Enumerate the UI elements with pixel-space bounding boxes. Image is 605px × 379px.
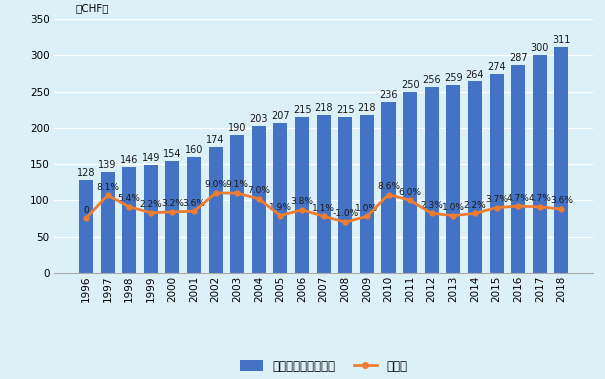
Bar <box>382 102 396 273</box>
Bar <box>252 125 266 273</box>
Bar <box>425 87 439 273</box>
Bar <box>122 167 136 273</box>
Text: 7.0%: 7.0% <box>247 186 270 195</box>
Bar <box>273 123 287 273</box>
Bar <box>165 161 180 273</box>
Bar <box>338 117 352 273</box>
Text: 3.6%: 3.6% <box>183 199 206 208</box>
Bar <box>403 91 417 273</box>
Text: 203: 203 <box>250 114 268 124</box>
Text: 4.7%: 4.7% <box>507 194 529 202</box>
Text: 8.1%: 8.1% <box>96 183 119 192</box>
Text: 1.0%: 1.0% <box>355 204 378 213</box>
Text: 3.8%: 3.8% <box>290 197 313 206</box>
Bar <box>489 74 503 273</box>
Text: 274: 274 <box>487 62 506 72</box>
Bar <box>511 65 525 273</box>
Text: 6.0%: 6.0% <box>399 188 422 197</box>
Text: 250: 250 <box>401 80 419 90</box>
Text: 1.1%: 1.1% <box>312 204 335 213</box>
Bar <box>187 157 201 273</box>
Bar <box>316 115 331 273</box>
Text: 300: 300 <box>531 44 549 53</box>
Text: 256: 256 <box>422 75 441 85</box>
Bar <box>533 55 547 273</box>
Text: 218: 218 <box>358 103 376 113</box>
Text: 190: 190 <box>228 123 246 133</box>
Text: 5.4%: 5.4% <box>118 194 140 203</box>
Text: 207: 207 <box>271 111 290 121</box>
Text: 160: 160 <box>185 145 203 155</box>
Text: 146: 146 <box>120 155 139 165</box>
Legend: 平均月額健康保険料, 増加率: 平均月額健康保険料, 増加率 <box>235 355 412 377</box>
Text: 9.0%: 9.0% <box>204 180 227 190</box>
Text: 3.7%: 3.7% <box>485 195 508 204</box>
Text: 149: 149 <box>142 153 160 163</box>
Text: 3.2%: 3.2% <box>161 199 184 208</box>
Text: 154: 154 <box>163 149 182 159</box>
Text: 236: 236 <box>379 90 397 100</box>
Bar <box>231 135 244 273</box>
Text: 311: 311 <box>552 35 571 45</box>
Text: 2.3%: 2.3% <box>420 201 443 210</box>
Text: 2.2%: 2.2% <box>463 201 486 210</box>
Text: 4.7%: 4.7% <box>528 194 551 203</box>
Text: 264: 264 <box>466 69 484 80</box>
Bar <box>554 47 569 273</box>
Text: 287: 287 <box>509 53 528 63</box>
Text: 218: 218 <box>315 103 333 113</box>
Text: 174: 174 <box>206 135 225 145</box>
Text: 0: 0 <box>83 206 89 215</box>
Bar <box>295 117 309 273</box>
Text: 8.6%: 8.6% <box>377 182 400 191</box>
Text: 259: 259 <box>444 73 463 83</box>
Bar <box>79 180 93 273</box>
Bar <box>360 115 374 273</box>
Text: 215: 215 <box>336 105 355 115</box>
Text: 215: 215 <box>293 105 312 115</box>
Text: 139: 139 <box>99 160 117 170</box>
Text: 2.2%: 2.2% <box>139 200 162 209</box>
Bar <box>144 165 158 273</box>
Bar <box>446 85 460 273</box>
Bar <box>209 147 223 273</box>
Bar <box>468 81 482 273</box>
Text: 9.1%: 9.1% <box>226 180 249 190</box>
Text: 128: 128 <box>77 168 95 178</box>
Text: 1.9%: 1.9% <box>269 203 292 212</box>
Text: 1.0%: 1.0% <box>442 203 465 212</box>
Text: 3.6%: 3.6% <box>550 196 573 205</box>
Text: （CHF）: （CHF） <box>75 3 109 13</box>
Text: -1.0%: -1.0% <box>332 210 358 218</box>
Bar <box>100 172 114 273</box>
